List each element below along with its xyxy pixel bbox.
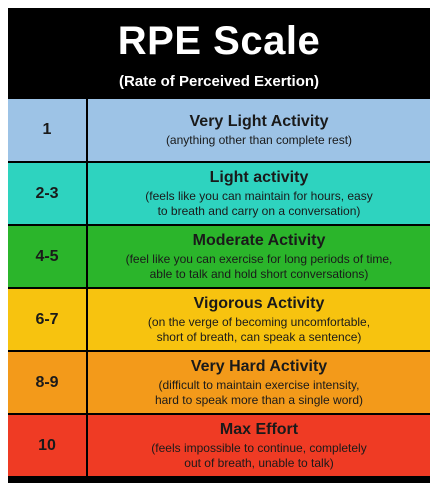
activity-title: Vigorous Activity [193,295,325,312]
activity-description: (feels like you can maintain for hours, … [145,189,373,218]
rpe-description-cell: Light activity (feels like you can maint… [88,163,430,224]
rpe-row-10: 10 Max Effort (feels impossible to conti… [8,413,430,476]
activity-title: Moderate Activity [192,232,326,249]
activity-title: Very Hard Activity [190,358,328,375]
rpe-description-cell: Very Light Activity (anything other than… [88,99,430,161]
rpe-description-cell: Very Hard Activity (difficult to maintai… [88,352,430,413]
activity-description: (on the verge of becoming uncomfortable,… [147,315,371,344]
rpe-scale-chart: RPE Scale (Rate of Perceived Exertion) 1… [8,8,430,483]
activity-description: (feels impossible to continue, completel… [151,441,367,470]
rpe-level: 1 [8,99,88,161]
activity-title: Very Light Activity [189,113,329,130]
activity-title: Light activity [209,169,309,186]
activity-description: (feel like you can exercise for long per… [125,252,393,281]
activity-title: Max Effort [219,421,299,438]
rpe-description-cell: Moderate Activity (feel like you can exe… [88,226,430,287]
rpe-row-2-3: 2-3 Light activity (feels like you can m… [8,161,430,224]
rpe-row-6-7: 6-7 Vigorous Activity (on the verge of b… [8,287,430,350]
rpe-level: 6-7 [8,289,88,350]
rpe-table: 1 Very Light Activity (anything other th… [8,99,430,476]
page-title: RPE Scale [117,19,321,63]
activity-description: (anything other than complete rest) [165,133,353,147]
rpe-level: 2-3 [8,163,88,224]
activity-description: (difficult to maintain exercise intensit… [154,378,364,407]
header: RPE Scale (Rate of Perceived Exertion) [8,8,430,98]
rpe-row-8-9: 8-9 Very Hard Activity (difficult to mai… [8,350,430,413]
page-subtitle: (Rate of Perceived Exertion) [118,73,320,90]
rpe-description-cell: Max Effort (feels impossible to continue… [88,415,430,476]
rpe-row-4-5: 4-5 Moderate Activity (feel like you can… [8,224,430,287]
rpe-row-1: 1 Very Light Activity (anything other th… [8,99,430,161]
rpe-description-cell: Vigorous Activity (on the verge of becom… [88,289,430,350]
rpe-level: 10 [8,415,88,476]
rpe-level: 4-5 [8,226,88,287]
rpe-level: 8-9 [8,352,88,413]
